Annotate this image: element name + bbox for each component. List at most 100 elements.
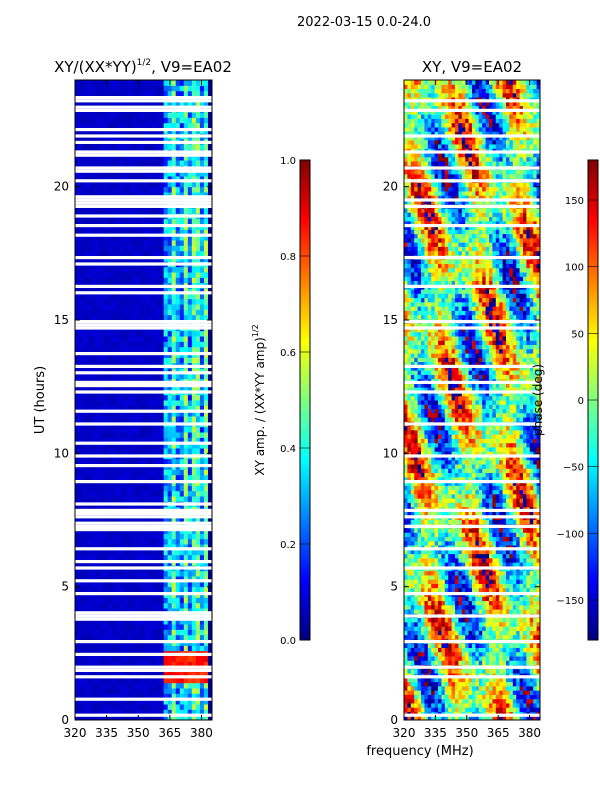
heat-cell (167, 90, 173, 97)
heat-cell (175, 250, 181, 257)
heat-cell (139, 416, 144, 422)
heat-cell (179, 618, 185, 625)
heat-cell (79, 288, 84, 294)
heat-cell (151, 293, 157, 300)
heat-cell (143, 645, 149, 652)
heat-cell (167, 160, 173, 166)
heat-cell (191, 234, 197, 241)
heat-cell (79, 346, 84, 353)
heat-cell (167, 682, 173, 689)
heat-cell (131, 469, 136, 476)
heat-cell (502, 685, 507, 691)
heat-cell (410, 690, 415, 695)
heat-cell (107, 442, 112, 449)
heat-cell (127, 624, 132, 630)
heat-cell (127, 245, 132, 252)
heat-cell (127, 426, 132, 433)
heat-cell (147, 656, 153, 662)
heat-cell (183, 485, 189, 492)
heat-cell (171, 250, 177, 257)
heat-cell (203, 602, 209, 609)
heat-cell (87, 85, 92, 92)
heat-cell (478, 681, 483, 687)
heat-cell (195, 277, 201, 284)
heat-cell (448, 690, 453, 695)
heat-cell (179, 336, 185, 342)
heat-cell (455, 651, 459, 657)
heat-cell (455, 643, 459, 648)
heat-cell (191, 576, 197, 582)
heat-cell (424, 681, 429, 687)
heat-cell (79, 122, 84, 129)
heat-cell (203, 80, 209, 86)
heat-cell (516, 647, 521, 653)
heat-cell (199, 458, 205, 465)
heat-cell (424, 634, 429, 640)
heat-cell (115, 181, 120, 188)
heat-cell (119, 416, 124, 422)
heat-cell (99, 656, 104, 662)
heat-cell (468, 698, 473, 704)
heat-cell (203, 170, 209, 177)
heat-cell (107, 624, 112, 630)
heat-cell (107, 293, 112, 300)
heat-cell (159, 426, 165, 433)
heat-cell (195, 618, 201, 625)
heat-cell (434, 668, 439, 674)
heat-cell (410, 651, 415, 657)
heat-cell (127, 682, 132, 689)
heat-cell (103, 544, 108, 550)
heat-cell (139, 314, 144, 321)
heat-cell (404, 660, 408, 666)
heat-cell (485, 685, 490, 691)
heat-cell (407, 690, 412, 695)
flag-row (75, 134, 212, 138)
heat-cell (143, 538, 149, 545)
heat-cell (147, 112, 153, 118)
heat-cell (421, 677, 425, 683)
heat-cell (431, 634, 436, 640)
heat-cell (127, 368, 132, 374)
heat-cell (187, 410, 193, 417)
heat-cell (131, 90, 136, 97)
heat-cell (492, 694, 497, 700)
heat-cell (99, 160, 104, 166)
heat-cell (171, 426, 177, 433)
heat-cell (131, 618, 136, 625)
heat-cell (529, 694, 534, 700)
heat-cell (99, 314, 104, 321)
heat-cell (111, 432, 116, 438)
heat-cell (127, 85, 132, 92)
heat-cell (495, 690, 500, 695)
heat-cell (163, 400, 169, 406)
heat-cell (95, 272, 100, 278)
heat-cell (139, 186, 144, 193)
heat-cell (191, 533, 197, 540)
heat-cell (499, 681, 504, 687)
heat-cell (159, 474, 165, 481)
heat-cell (79, 688, 84, 694)
heat-cell (482, 656, 487, 661)
heat-cell (444, 694, 449, 700)
heat-cell (159, 709, 165, 716)
heat-cell (143, 656, 149, 662)
heat-cell (499, 685, 504, 691)
heat-cell (103, 576, 108, 582)
heat-cell (143, 544, 149, 550)
heat-cell (95, 576, 100, 582)
heat-cell (179, 410, 185, 417)
heat-cell (111, 250, 116, 257)
heat-cell (115, 437, 120, 444)
heat-cell (179, 192, 185, 198)
heat-cell (119, 448, 124, 454)
heat-cell (127, 80, 132, 86)
heat-cell (139, 586, 144, 593)
heat-cell (95, 266, 100, 273)
heat-cell (175, 144, 181, 150)
heat-cell (115, 90, 120, 97)
heat-cell (451, 656, 456, 661)
heat-cell (195, 709, 201, 716)
heat-cell (135, 410, 140, 417)
heat-cell (183, 405, 189, 412)
heat-cell (468, 647, 473, 653)
